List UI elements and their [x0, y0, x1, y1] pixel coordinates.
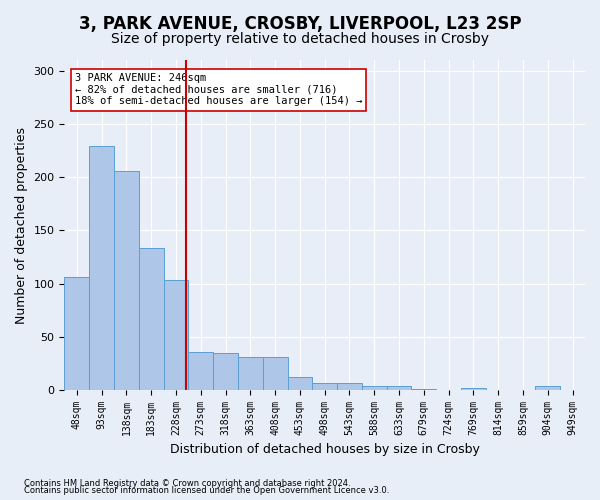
Bar	[89, 146, 114, 390]
Bar	[362, 386, 386, 390]
Bar	[461, 388, 486, 390]
Bar	[213, 352, 238, 390]
Bar	[114, 170, 139, 390]
Bar	[337, 382, 362, 390]
Bar	[313, 382, 337, 390]
Bar	[238, 357, 263, 390]
Bar	[164, 280, 188, 390]
Y-axis label: Number of detached properties: Number of detached properties	[15, 126, 28, 324]
Bar	[64, 277, 89, 390]
Bar	[535, 386, 560, 390]
Text: Contains public sector information licensed under the Open Government Licence v3: Contains public sector information licen…	[24, 486, 389, 495]
Text: Contains HM Land Registry data © Crown copyright and database right 2024.: Contains HM Land Registry data © Crown c…	[24, 478, 350, 488]
Bar	[287, 377, 313, 390]
Bar	[263, 357, 287, 390]
Bar	[412, 389, 436, 390]
Bar	[386, 386, 412, 390]
Text: Size of property relative to detached houses in Crosby: Size of property relative to detached ho…	[111, 32, 489, 46]
Bar	[139, 248, 164, 390]
Text: 3, PARK AVENUE, CROSBY, LIVERPOOL, L23 2SP: 3, PARK AVENUE, CROSBY, LIVERPOOL, L23 2…	[79, 15, 521, 33]
X-axis label: Distribution of detached houses by size in Crosby: Distribution of detached houses by size …	[170, 444, 479, 456]
Bar	[188, 352, 213, 390]
Text: 3 PARK AVENUE: 246sqm
← 82% of detached houses are smaller (716)
18% of semi-det: 3 PARK AVENUE: 246sqm ← 82% of detached …	[75, 73, 362, 106]
